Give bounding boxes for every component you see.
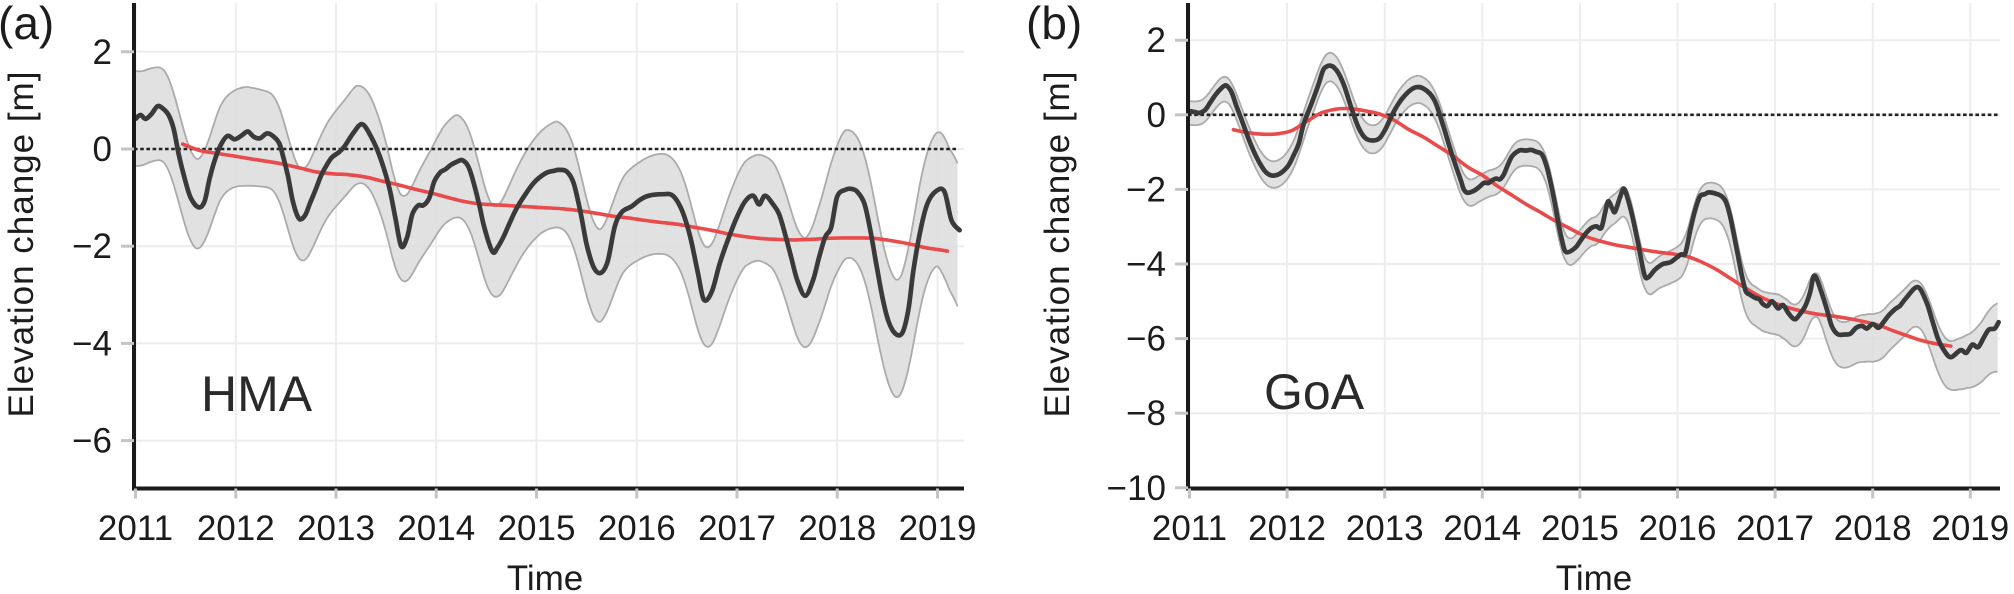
svg-text:2015: 2015 — [1541, 509, 1619, 548]
svg-text:2: 2 — [1147, 21, 1166, 60]
svg-text:−2: −2 — [72, 227, 112, 266]
svg-text:2016: 2016 — [598, 509, 676, 548]
svg-text:−10: −10 — [1107, 469, 1166, 508]
svg-text:2018: 2018 — [1834, 509, 1912, 548]
svg-text:2: 2 — [93, 33, 112, 72]
svg-text:2017: 2017 — [698, 509, 776, 548]
svg-text:−2: −2 — [1126, 170, 1166, 209]
svg-text:Elevation change [m]: Elevation change [m] — [1038, 71, 1077, 418]
svg-text:2012: 2012 — [1248, 509, 1326, 548]
svg-text:−6: −6 — [72, 422, 112, 461]
svg-text:2014: 2014 — [397, 509, 475, 548]
svg-text:2019: 2019 — [899, 509, 977, 548]
svg-text:2015: 2015 — [498, 509, 576, 548]
svg-text:2016: 2016 — [1639, 509, 1717, 548]
svg-text:0: 0 — [93, 130, 112, 169]
svg-text:−4: −4 — [72, 324, 112, 363]
svg-text:2018: 2018 — [798, 509, 876, 548]
svg-text:GoA: GoA — [1264, 364, 1365, 420]
svg-text:2011: 2011 — [98, 509, 173, 548]
svg-text:2017: 2017 — [1736, 509, 1814, 548]
svg-text:2013: 2013 — [297, 509, 375, 548]
svg-text:(a): (a) — [0, 0, 54, 49]
svg-text:0: 0 — [1147, 96, 1166, 135]
svg-text:2013: 2013 — [1346, 509, 1424, 548]
svg-text:−6: −6 — [1126, 320, 1166, 359]
svg-text:Time: Time — [507, 559, 583, 594]
svg-text:2011: 2011 — [1152, 509, 1227, 548]
svg-text:(b): (b) — [1026, 0, 1082, 49]
svg-text:Time: Time — [1556, 559, 1632, 594]
svg-text:−4: −4 — [1126, 245, 1166, 284]
svg-text:Elevation change [m]: Elevation change [m] — [2, 71, 41, 418]
svg-text:HMA: HMA — [201, 366, 313, 422]
svg-text:2014: 2014 — [1443, 509, 1521, 548]
svg-text:2019: 2019 — [1931, 509, 2009, 548]
svg-text:−8: −8 — [1126, 394, 1166, 433]
svg-text:2012: 2012 — [197, 509, 275, 548]
